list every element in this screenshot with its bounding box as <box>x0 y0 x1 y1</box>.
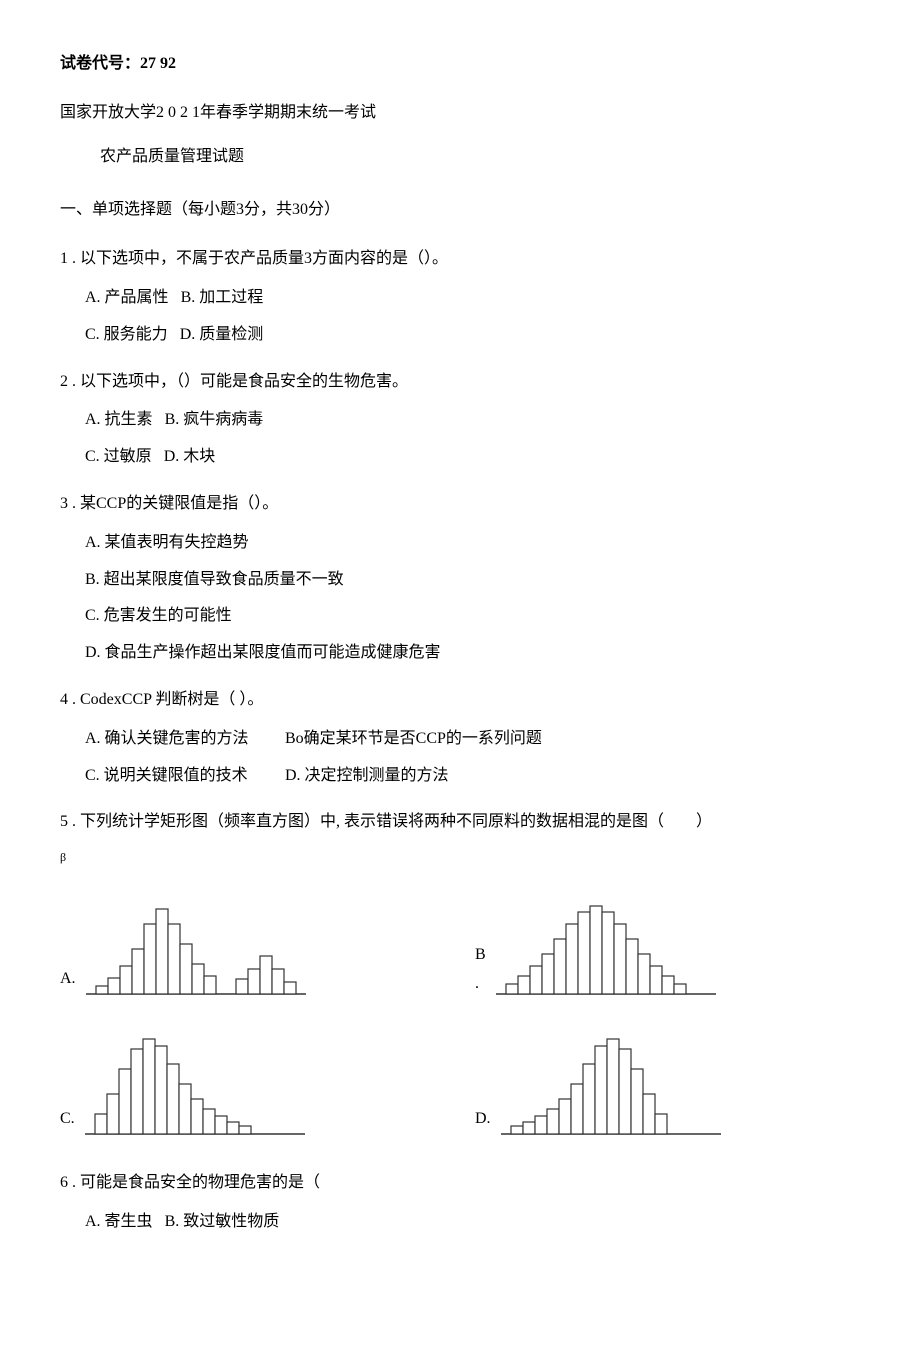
paper-code-value: 27 92 <box>140 55 176 72</box>
q2-option-a: A. 抗生素 <box>85 406 153 435</box>
question-4-text: 4 . CodexCCP 判断树是（ ）。 <box>60 686 860 715</box>
paper-code: 试卷代号：27 92 <box>60 50 860 79</box>
q4-option-d: D. 决定控制测量的方法 <box>285 762 449 791</box>
histogram-d <box>501 1029 721 1139</box>
exam-title: 国家开放大学2 0 2 1年春季学期期末统一考试 <box>60 99 860 128</box>
histogram-label-b-dot: . <box>475 970 496 999</box>
q1-option-d: D. 质量检测 <box>180 321 264 350</box>
q6-option-b: B. 致过敏性物质 <box>165 1208 280 1237</box>
exam-subtitle: 农产品质量管理试题 <box>100 143 860 172</box>
question-6-text: 6 . 可能是食品安全的物理危害的是（ <box>60 1169 860 1198</box>
question-5: 5 . 下列统计学矩形图（频率直方图）中, 表示错误将两种不同原料的数据相混的是… <box>60 808 860 1138</box>
histogram-a <box>86 889 306 999</box>
histogram-label-c: C. <box>60 1105 75 1139</box>
question-3: 3 . 某CCP的关键限值是指（）。 A. 某值表明有失控趋势 B. 超出某限度… <box>60 490 860 668</box>
histogram-c <box>85 1029 305 1139</box>
q2-option-c: C. 过敏原 <box>85 443 152 472</box>
q1-option-c: C. 服务能力 <box>85 321 168 350</box>
q1-option-b: B. 加工过程 <box>181 284 264 313</box>
paper-code-label: 试卷代号： <box>60 55 140 72</box>
q6-option-a: A. 寄生虫 <box>85 1208 153 1237</box>
question-1-text: 1 . 以下选项中，不属于农产品质量3方面内容的是（）。 <box>60 245 860 274</box>
histogram-cell-d: D. <box>475 1029 860 1139</box>
question-2: 2 . 以下选项中，（）可能是食品安全的生物危害。 A. 抗生素 B. 疯牛病病… <box>60 368 860 472</box>
q2-option-d: D. 木块 <box>164 443 216 472</box>
question-2-text: 2 . 以下选项中，（）可能是食品安全的生物危害。 <box>60 368 860 397</box>
q4-option-c: C. 说明关键限值的技术 <box>85 762 285 791</box>
histogram-label-b: B <box>475 946 486 968</box>
q3-option-b: B. 超出某限度值导致食品质量不一致 <box>85 566 860 595</box>
question-6: 6 . 可能是食品安全的物理危害的是（ A. 寄生虫 B. 致过敏性物质 <box>60 1169 860 1237</box>
q2-option-b: B. 疯牛病病毒 <box>165 406 264 435</box>
histogram-b <box>496 889 716 999</box>
histogram-cell-a: A. <box>60 889 445 999</box>
histogram-cell-b: B . <box>475 889 860 999</box>
histogram-cell-c: C. <box>60 1029 445 1139</box>
q3-option-d: D. 食品生产操作超出某限度值而可能造成健康危害 <box>85 639 860 668</box>
q5-beta: β <box>60 847 860 869</box>
q3-option-c: C. 危害发生的可能性 <box>85 602 860 631</box>
question-3-text: 3 . 某CCP的关键限值是指（）。 <box>60 490 860 519</box>
histogram-label-d: D. <box>475 1105 491 1139</box>
q4-option-a: A. 确认关键危害的方法 <box>85 725 285 754</box>
q4-option-b: Bo确定某环节是否CCP的一系列问题 <box>285 725 542 754</box>
question-1: 1 . 以下选项中，不属于农产品质量3方面内容的是（）。 A. 产品属性 B. … <box>60 245 860 349</box>
section-1-header: 一、单项选择题（每小题3分，共30分） <box>60 196 860 225</box>
q3-option-a: A. 某值表明有失控趋势 <box>85 529 860 558</box>
q1-option-a: A. 产品属性 <box>85 284 169 313</box>
question-5-text: 5 . 下列统计学矩形图（频率直方图）中, 表示错误将两种不同原料的数据相混的是… <box>60 808 860 837</box>
question-4: 4 . CodexCCP 判断树是（ ）。 A. 确认关键危害的方法 Bo确定某… <box>60 686 860 790</box>
histogram-grid: A. B . C. D. <box>60 889 860 1139</box>
histogram-label-a: A. <box>60 965 76 999</box>
